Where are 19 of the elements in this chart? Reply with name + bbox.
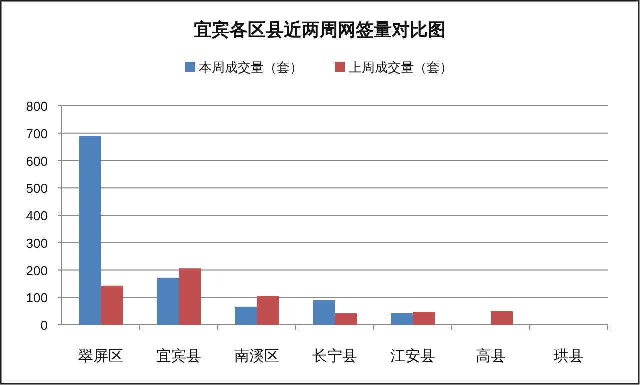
legend: 上周成交量（套） <box>349 60 453 75</box>
xtick: 宜宾县 <box>156 348 202 365</box>
legend: 本周成交量（套） <box>199 60 303 75</box>
xtick: 高县 <box>476 348 506 365</box>
xtick: 珙县 <box>554 348 584 365</box>
ytick: 800 <box>26 99 48 114</box>
ytick: 600 <box>26 154 48 169</box>
xtick: 南溪区 <box>234 348 280 365</box>
ytick: 400 <box>26 208 48 224</box>
ytick: 500 <box>26 181 48 196</box>
ytick: 100 <box>26 290 48 306</box>
ytick: 0 <box>40 318 48 333</box>
title: 宜宾各区县近两周网签量对比图 <box>194 20 446 40</box>
ytick: 300 <box>26 236 48 251</box>
xtick: 长宁县 <box>312 348 358 365</box>
xtick: 江安县 <box>390 348 436 365</box>
ytick: 200 <box>26 263 48 278</box>
xtick: 翠屏区 <box>78 348 124 365</box>
ytick: 700 <box>26 126 48 142</box>
